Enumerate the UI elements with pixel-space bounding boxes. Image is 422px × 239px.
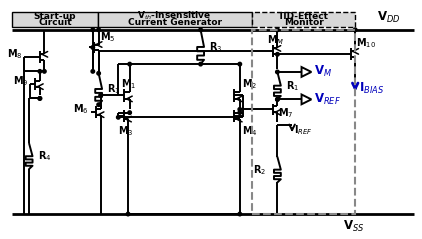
Circle shape <box>238 212 241 216</box>
FancyBboxPatch shape <box>252 12 355 27</box>
Text: R$_1$: R$_1$ <box>286 79 300 92</box>
Circle shape <box>91 28 95 32</box>
Circle shape <box>97 28 100 32</box>
Text: M$_1$: M$_1$ <box>121 77 136 91</box>
Circle shape <box>91 46 95 49</box>
Circle shape <box>38 97 42 100</box>
FancyBboxPatch shape <box>98 12 252 27</box>
Circle shape <box>238 108 241 111</box>
Circle shape <box>91 70 95 73</box>
Text: V$_M$: V$_M$ <box>314 64 333 80</box>
Text: M$_5$: M$_5$ <box>100 30 115 43</box>
Circle shape <box>199 28 203 32</box>
Circle shape <box>276 53 279 56</box>
Text: V$_{SS}$: V$_{SS}$ <box>343 219 364 234</box>
Circle shape <box>126 212 130 216</box>
Circle shape <box>238 62 241 66</box>
Text: I$_{BIAS}$: I$_{BIAS}$ <box>359 81 384 96</box>
Text: V$_{th}$-Insensitive: V$_{th}$-Insensitive <box>138 10 212 22</box>
Text: M$_9$: M$_9$ <box>13 74 28 88</box>
Circle shape <box>38 97 42 100</box>
Text: R$_2$: R$_2$ <box>254 163 267 177</box>
Circle shape <box>43 70 46 73</box>
Text: R$_1$: R$_1$ <box>108 82 121 96</box>
Circle shape <box>116 115 120 119</box>
Circle shape <box>97 71 100 75</box>
Circle shape <box>276 98 279 101</box>
Circle shape <box>128 62 131 66</box>
Text: M$_7$: M$_7$ <box>279 106 294 120</box>
Text: M$_{10}$: M$_{10}$ <box>356 37 376 50</box>
Text: M$_M$: M$_M$ <box>267 34 284 48</box>
Text: Start-up: Start-up <box>34 11 76 21</box>
Text: M$_3$: M$_3$ <box>118 124 134 138</box>
Circle shape <box>97 103 100 106</box>
Text: M$_8$: M$_8$ <box>7 47 22 61</box>
Circle shape <box>276 28 279 32</box>
Text: Monitor: Monitor <box>284 18 323 27</box>
Text: I$_{REF}$: I$_{REF}$ <box>294 123 313 137</box>
Circle shape <box>276 98 279 101</box>
FancyBboxPatch shape <box>13 12 98 27</box>
Text: M$_6$: M$_6$ <box>73 102 89 116</box>
Text: M$_4$: M$_4$ <box>242 124 257 138</box>
Text: Circuit: Circuit <box>38 18 72 27</box>
Text: R$_3$: R$_3$ <box>209 40 223 54</box>
Text: V$_{REF}$: V$_{REF}$ <box>314 92 341 107</box>
Circle shape <box>199 62 203 66</box>
Bar <box>252 30 355 214</box>
Circle shape <box>276 70 279 74</box>
Text: TID-Effect: TID-Effect <box>278 11 329 21</box>
Text: V$_{DD}$: V$_{DD}$ <box>377 10 400 25</box>
Circle shape <box>128 111 131 114</box>
Circle shape <box>238 111 241 114</box>
Text: M$_2$: M$_2$ <box>242 77 257 91</box>
Circle shape <box>38 70 42 73</box>
Circle shape <box>354 28 357 32</box>
Circle shape <box>99 94 103 97</box>
Text: Current Generator: Current Generator <box>127 18 222 27</box>
Text: R$_4$: R$_4$ <box>38 149 51 163</box>
